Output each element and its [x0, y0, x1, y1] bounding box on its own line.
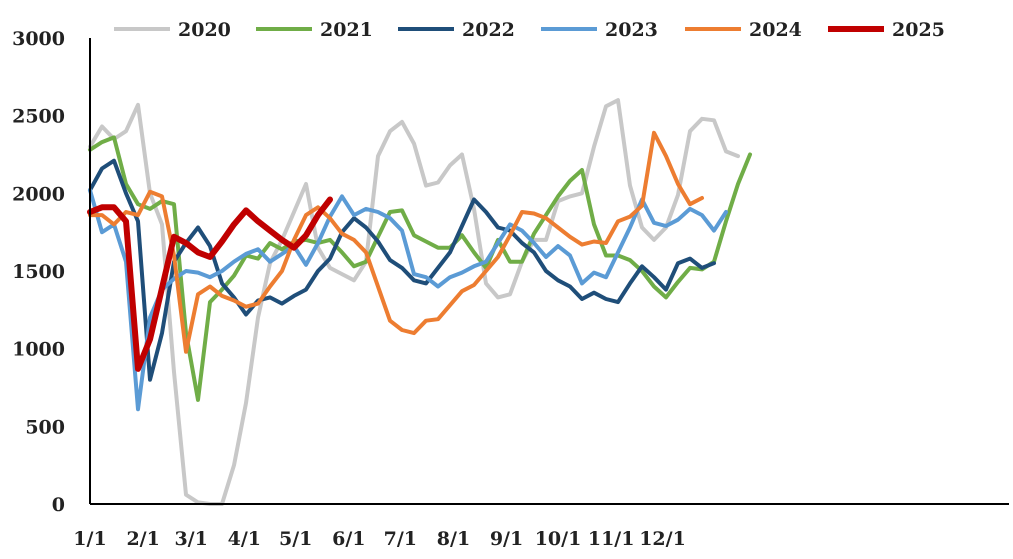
legend-item-2021: 2021 [256, 19, 373, 41]
legend-label: 2023 [605, 19, 658, 41]
legend-item-2022: 2022 [398, 19, 515, 41]
x-tick-label: 7/1 [384, 528, 417, 550]
legend-label: 2024 [749, 19, 802, 41]
x-tick-label: 3/1 [174, 528, 207, 550]
x-tick-label: 2/1 [126, 528, 159, 550]
legend-item-2024: 2024 [685, 19, 802, 41]
x-tick-label: 5/1 [279, 528, 312, 550]
series-line-2024 [88, 130, 704, 354]
y-tick-labels: 0 500 1000 1500 2000 2500 3000 [12, 28, 65, 516]
legend-item-2023: 2023 [541, 19, 658, 41]
legend-label: 2021 [320, 19, 373, 41]
x-tick-label: 6/1 [332, 528, 365, 550]
y-tick-label: 2000 [12, 183, 65, 205]
y-tick-label: 1000 [12, 339, 65, 361]
y-tick-label: 3000 [12, 28, 65, 50]
series-line-2022 [88, 158, 716, 382]
chart-legend: 2020 2021 2022 2023 2024 2025 [114, 19, 945, 41]
series-line-2020 [88, 98, 740, 506]
x-tick-labels: 1/1 2/1 3/1 4/1 5/1 6/1 7/1 8/1 9/1 10/1 11/1 12/1 [73, 528, 686, 550]
series-layer [87, 98, 752, 506]
legend-item-2020: 2020 [114, 19, 231, 41]
y-tick-label: 2500 [12, 106, 65, 128]
x-tick-label: 11/1 [588, 528, 635, 550]
y-tick-label: 0 [52, 494, 65, 516]
legend-label: 2022 [462, 19, 515, 41]
legend-label: 2025 [892, 19, 945, 41]
y-tick-label: 1500 [12, 261, 65, 283]
series-line-2023 [88, 188, 728, 412]
legend-item-2025: 2025 [828, 19, 945, 41]
series-line-2025 [87, 196, 333, 372]
x-tick-label: 10/1 [535, 528, 582, 550]
legend-label: 2020 [178, 19, 231, 41]
chart-axes [89, 38, 1009, 505]
x-tick-label: 12/1 [639, 528, 686, 550]
x-tick-label: 8/1 [437, 528, 470, 550]
x-tick-label: 1/1 [73, 528, 106, 550]
y-tick-label: 500 [25, 416, 65, 438]
series-line-2021 [88, 135, 752, 402]
x-tick-label: 4/1 [228, 528, 261, 550]
x-tick-label: 9/1 [490, 528, 523, 550]
